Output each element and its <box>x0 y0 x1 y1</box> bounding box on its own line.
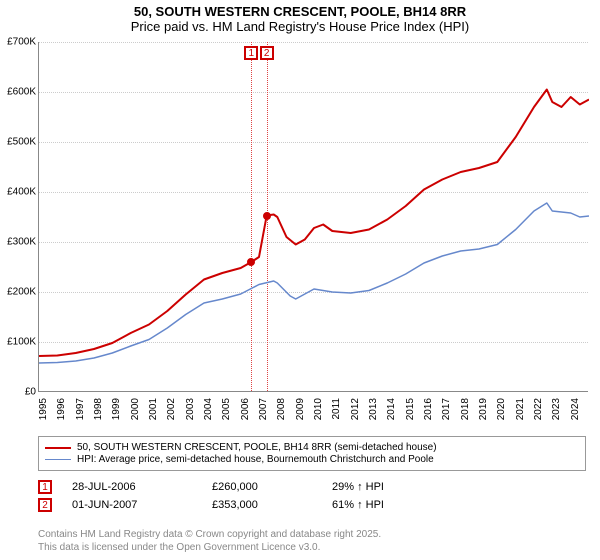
x-tick-label: 2024 <box>570 398 581 420</box>
legend-box: 50, SOUTH WESTERN CRESCENT, POOLE, BH14 … <box>38 436 586 471</box>
sale-marker-box: 2 <box>38 498 52 512</box>
y-tick-label: £500K <box>7 137 36 148</box>
x-tick-label: 1998 <box>93 398 104 420</box>
sale-marker-flag: 1 <box>244 46 258 60</box>
legend-swatch <box>45 459 71 461</box>
legend-item: HPI: Average price, semi-detached house,… <box>45 454 579 465</box>
x-tick-label: 2006 <box>240 398 251 420</box>
x-tick-label: 2000 <box>130 398 141 420</box>
sales-table: 1 28-JUL-2006 £260,000 29% ↑ HPI 2 01-JU… <box>38 476 586 516</box>
sale-marker-flag: 2 <box>260 46 274 60</box>
y-tick-label: £700K <box>7 37 36 48</box>
sale-point-marker <box>247 258 255 266</box>
sale-marker-label: 2 <box>42 500 48 511</box>
x-tick-label: 2013 <box>368 398 379 420</box>
legend-item: 50, SOUTH WESTERN CRESCENT, POOLE, BH14 … <box>45 442 579 453</box>
x-tick-label: 2005 <box>221 398 232 420</box>
x-tick-label: 2015 <box>405 398 416 420</box>
chart-title: 50, SOUTH WESTERN CRESCENT, POOLE, BH14 … <box>0 4 600 19</box>
legend-swatch <box>45 447 71 449</box>
chart-svg <box>39 42 589 392</box>
x-tick-label: 2001 <box>148 398 159 420</box>
x-tick-label: 2018 <box>460 398 471 420</box>
plot-area: 12 <box>38 42 588 392</box>
x-axis: 1995 1996 1997 1998 1999 2000 2001 2002 2003 2004… <box>38 394 588 434</box>
y-tick-label: £400K <box>7 187 36 198</box>
sale-pct: 61% ↑ HPI <box>332 499 452 511</box>
legend-label: HPI: Average price, semi-detached house,… <box>77 454 434 465</box>
sale-pct: 29% ↑ HPI <box>332 481 452 493</box>
sales-row: 2 01-JUN-2007 £353,000 61% ↑ HPI <box>38 498 586 512</box>
chart-subtitle: Price paid vs. HM Land Registry's House … <box>0 19 600 34</box>
x-tick-label: 1996 <box>56 398 67 420</box>
x-tick-label: 2010 <box>313 398 324 420</box>
sale-marker-label: 1 <box>42 482 48 493</box>
x-tick-label: 2019 <box>478 398 489 420</box>
x-tick-label: 2017 <box>441 398 452 420</box>
x-tick-label: 2022 <box>533 398 544 420</box>
x-tick-label: 2012 <box>350 398 361 420</box>
y-axis: £0£100K£200K£300K£400K£500K£600K£700K <box>0 42 38 392</box>
x-tick-label: 1999 <box>111 398 122 420</box>
y-tick-label: £0 <box>25 387 36 398</box>
x-tick-label: 2014 <box>386 398 397 420</box>
x-tick-label: 2009 <box>295 398 306 420</box>
sales-row: 1 28-JUL-2006 £260,000 29% ↑ HPI <box>38 480 586 494</box>
footer-text: Contains HM Land Registry data © Crown c… <box>38 528 381 554</box>
x-tick-label: 2003 <box>185 398 196 420</box>
sale-marker-box: 1 <box>38 480 52 494</box>
x-tick-label: 2020 <box>496 398 507 420</box>
y-tick-label: £600K <box>7 87 36 98</box>
x-tick-label: 2002 <box>166 398 177 420</box>
footer-line: This data is licensed under the Open Gov… <box>38 541 381 554</box>
legend-label: 50, SOUTH WESTERN CRESCENT, POOLE, BH14 … <box>77 442 437 453</box>
sale-price: £260,000 <box>212 481 332 493</box>
x-tick-label: 2023 <box>551 398 562 420</box>
y-tick-label: £300K <box>7 237 36 248</box>
sale-point-marker <box>263 212 271 220</box>
chart-container: 50, SOUTH WESTERN CRESCENT, POOLE, BH14 … <box>0 0 600 560</box>
sale-price: £353,000 <box>212 499 332 511</box>
x-tick-label: 2007 <box>258 398 269 420</box>
footer-line: Contains HM Land Registry data © Crown c… <box>38 528 381 541</box>
sale-date: 28-JUL-2006 <box>72 481 212 493</box>
x-tick-label: 1995 <box>38 398 49 420</box>
y-tick-label: £200K <box>7 287 36 298</box>
sale-date: 01-JUN-2007 <box>72 499 212 511</box>
x-tick-label: 2016 <box>423 398 434 420</box>
x-tick-label: 2021 <box>515 398 526 420</box>
x-tick-label: 1997 <box>75 398 86 420</box>
x-tick-label: 2011 <box>331 398 342 420</box>
x-tick-label: 2008 <box>276 398 287 420</box>
y-tick-label: £100K <box>7 337 36 348</box>
x-tick-label: 2004 <box>203 398 214 420</box>
title-area: 50, SOUTH WESTERN CRESCENT, POOLE, BH14 … <box>0 0 600 36</box>
